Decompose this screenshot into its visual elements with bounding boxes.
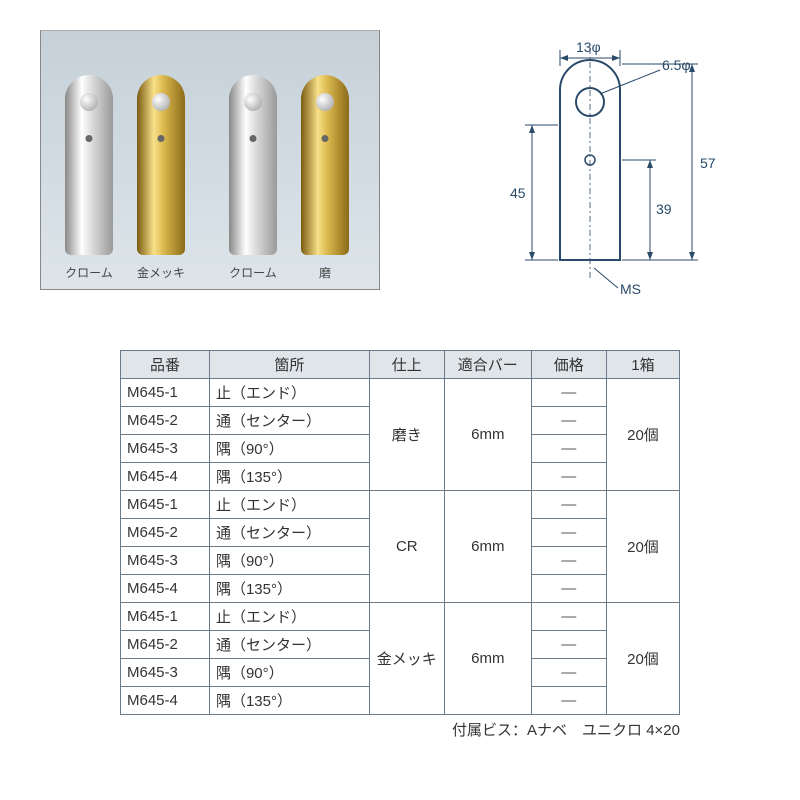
th-part: 品番 [121, 351, 210, 379]
cylinder-2 [137, 75, 185, 255]
cell-loc: 通（センター） [209, 631, 369, 659]
cell-part: M645-3 [121, 435, 210, 463]
cell-loc: 隅（90°） [209, 435, 369, 463]
photo-label-3: クローム [223, 264, 283, 281]
cell-part: M645-1 [121, 379, 210, 407]
cell-part: M645-3 [121, 659, 210, 687]
cell-bar: 6mm [444, 379, 531, 491]
cell-part: M645-2 [121, 519, 210, 547]
cell-loc: 隅（135°） [209, 463, 369, 491]
footnote: 付属ビス：Aナベ ユニクロ 4×20 [120, 719, 680, 740]
cell-bar: 6mm [444, 603, 531, 715]
table-header-row: 品番 箇所 仕上 適合バー 価格 1箱 [121, 351, 680, 379]
cell-box: 20個 [606, 603, 679, 715]
th-price: 価格 [531, 351, 606, 379]
cell-price: — [531, 519, 606, 547]
cell-price: — [531, 631, 606, 659]
cell-price: — [531, 687, 606, 715]
photo-label-1: クローム [59, 264, 119, 281]
product-photo: クローム 金メッキ クローム 磨 [40, 30, 380, 290]
cell-price: — [531, 435, 606, 463]
cell-loc: 隅（135°） [209, 687, 369, 715]
table-row: M645-1止（エンド）CR6mm—20個 [121, 491, 680, 519]
cell-loc: 止（エンド） [209, 491, 369, 519]
dim-hole: 6.5φ [662, 57, 691, 73]
th-fin: 仕上 [369, 351, 444, 379]
cell-loc: 隅（90°） [209, 547, 369, 575]
dim-body-height: 45 [510, 185, 526, 201]
cell-finish: 金メッキ [369, 603, 444, 715]
cell-part: M645-4 [121, 687, 210, 715]
cell-part: M645-2 [121, 407, 210, 435]
top-row: クローム 金メッキ クローム 磨 13φ 6.5φ [0, 0, 800, 310]
dim-top-width: 13φ [576, 39, 601, 55]
dimension-diagram: 13φ 6.5φ 45 57 39 [470, 30, 730, 310]
cell-part: M645-2 [121, 631, 210, 659]
cell-bar: 6mm [444, 491, 531, 603]
cylinder-1 [65, 75, 113, 255]
spec-table: 品番 箇所 仕上 適合バー 価格 1箱 M645-1止（エンド）磨き6mm—20… [120, 350, 680, 715]
cell-price: — [531, 379, 606, 407]
cell-price: — [531, 491, 606, 519]
cell-loc: 通（センター） [209, 407, 369, 435]
dim-total-height: 57 [700, 155, 716, 171]
cylinder-3 [229, 75, 277, 255]
cell-price: — [531, 407, 606, 435]
cell-price: — [531, 603, 606, 631]
dim-screw: MS [620, 281, 641, 297]
cell-finish: CR [369, 491, 444, 603]
photo-label-4: 磨 [295, 264, 355, 281]
cell-box: 20個 [606, 379, 679, 491]
cell-part: M645-1 [121, 603, 210, 631]
spec-table-wrap: 品番 箇所 仕上 適合バー 価格 1箱 M645-1止（エンド）磨き6mm—20… [120, 350, 680, 740]
cell-finish: 磨き [369, 379, 444, 491]
cell-price: — [531, 575, 606, 603]
dim-screw-height: 39 [656, 201, 672, 217]
cell-loc: 通（センター） [209, 519, 369, 547]
cell-price: — [531, 659, 606, 687]
cell-loc: 隅（90°） [209, 659, 369, 687]
cylinder-4 [301, 75, 349, 255]
cell-part: M645-4 [121, 463, 210, 491]
cell-part: M645-4 [121, 575, 210, 603]
cell-part: M645-3 [121, 547, 210, 575]
photo-label-2: 金メッキ [131, 264, 191, 281]
cell-loc: 隅（135°） [209, 575, 369, 603]
cell-loc: 止（エンド） [209, 603, 369, 631]
cell-box: 20個 [606, 491, 679, 603]
th-loc: 箇所 [209, 351, 369, 379]
th-box: 1箱 [606, 351, 679, 379]
cell-loc: 止（エンド） [209, 379, 369, 407]
table-row: M645-1止（エンド）金メッキ6mm—20個 [121, 603, 680, 631]
cell-price: — [531, 547, 606, 575]
cell-part: M645-1 [121, 491, 210, 519]
table-row: M645-1止（エンド）磨き6mm—20個 [121, 379, 680, 407]
th-bar: 適合バー [444, 351, 531, 379]
cell-price: — [531, 463, 606, 491]
